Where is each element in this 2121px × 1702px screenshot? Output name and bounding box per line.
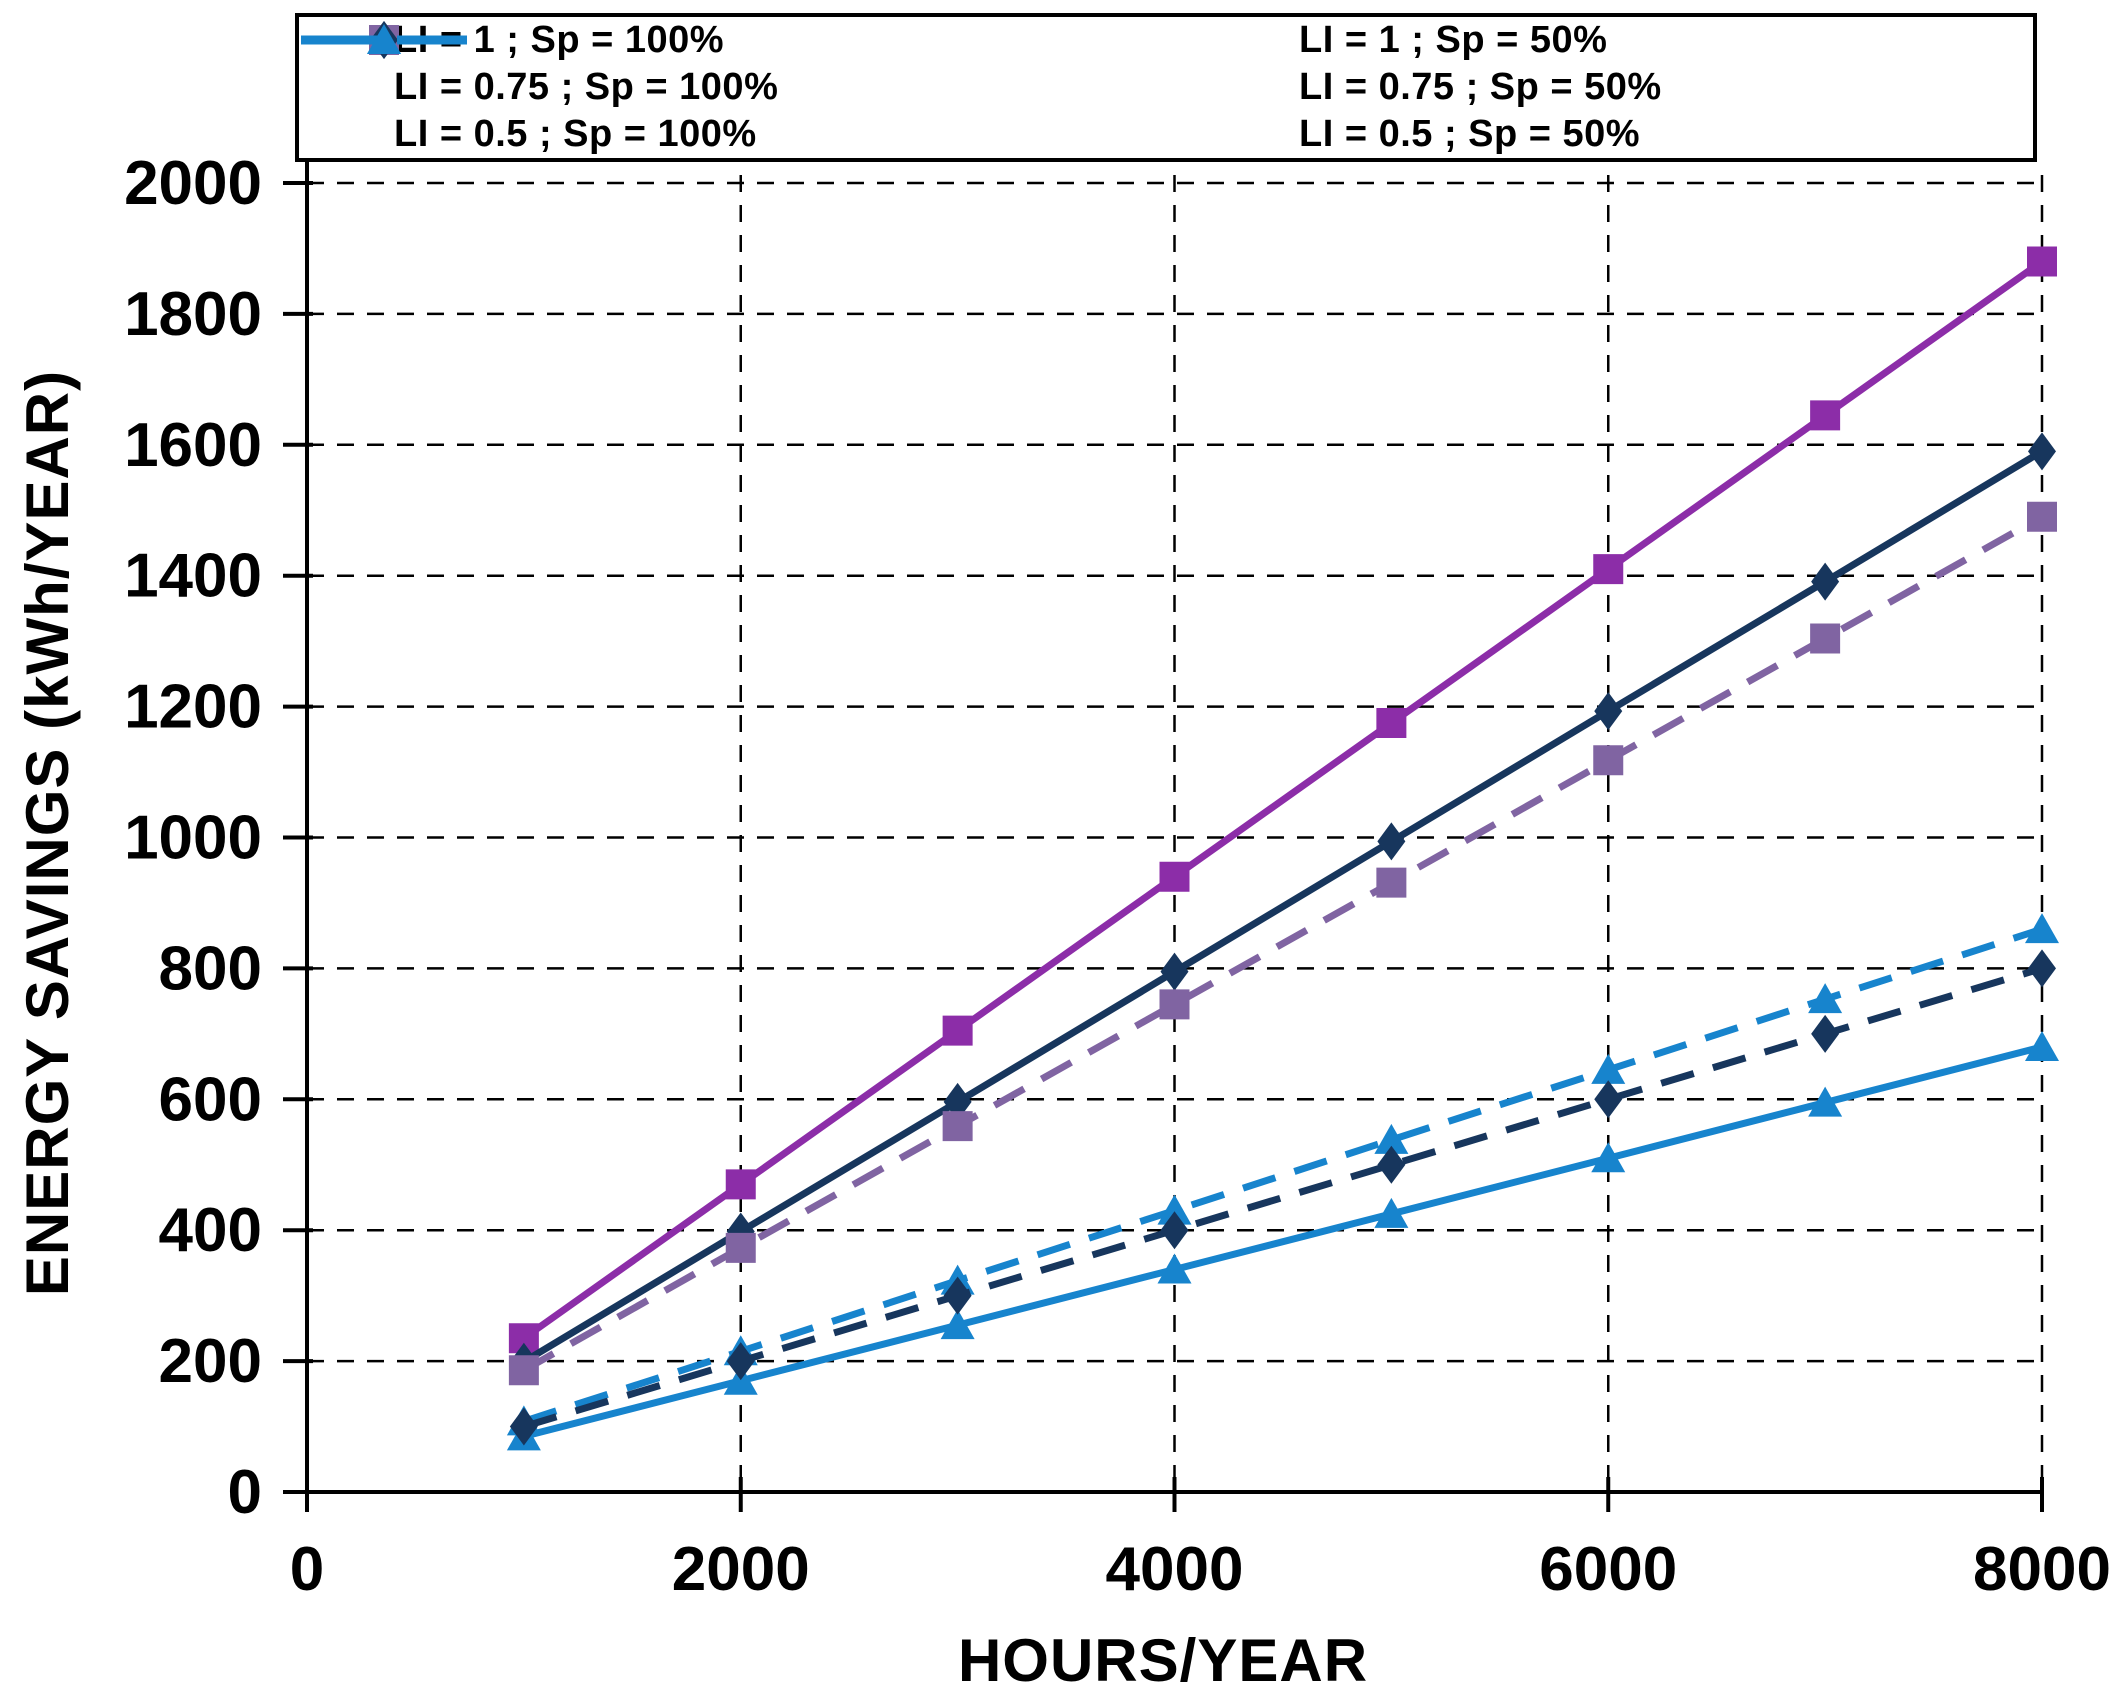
series-marker-diamond	[1811, 562, 1840, 601]
series-marker-triangle	[2025, 1030, 2059, 1061]
y-tick-label: 1000	[124, 804, 262, 873]
series-marker-diamond	[1160, 952, 1189, 991]
series-marker-diamond	[509, 1407, 538, 1446]
y-tick-label: 200	[159, 1327, 262, 1396]
series-marker-square	[942, 1111, 973, 1142]
series-marker-square	[1159, 861, 1190, 892]
series-marker-diamond	[726, 1342, 755, 1381]
legend-label: LI = 0.75 ; Sp = 100%	[394, 66, 779, 108]
series-marker-triangle	[1157, 1253, 1192, 1284]
series-line	[523, 1043, 2043, 1440]
series-line	[522, 513, 2044, 1374]
legend-label: LI = 0.75 ; Sp = 50%	[1299, 66, 1662, 108]
series-marker-square	[1593, 554, 1624, 585]
series-marker-square	[508, 1355, 539, 1386]
series-marker-diamond	[1594, 1080, 1623, 1119]
y-tick-label: 1800	[124, 280, 262, 349]
y-tick-label: 1400	[124, 542, 262, 611]
series-marker-triangle	[1374, 1123, 1409, 1154]
legend-entry: LI = 0.75 ; Sp = 100%	[299, 21, 1299, 109]
series-line	[522, 965, 2044, 1430]
x-tick-label: 0	[290, 1535, 324, 1604]
series-marker-triangle	[2025, 913, 2059, 944]
series-marker-diamond	[1811, 1014, 1840, 1053]
series-marker-square	[1376, 867, 1407, 898]
series-marker-diamond	[943, 1276, 972, 1315]
y-tick-label: 1600	[124, 411, 262, 480]
series-marker-triangle	[1808, 983, 1843, 1014]
series-marker-square	[1376, 707, 1407, 738]
series-marker-triangle	[1157, 1194, 1192, 1225]
legend-entry: LI = 0.5 ; Sp = 50%	[301, 24, 2033, 156]
x-tick-label: 2000	[672, 1535, 810, 1604]
legend-entry: LI = 0.5 ; Sp = 100%	[299, 24, 1299, 156]
x-tick-label: 6000	[1539, 1535, 1677, 1604]
legend-sample-dashed-line	[301, 24, 467, 54]
series-marker-diamond	[1377, 822, 1406, 861]
series-marker-triangle	[1591, 1053, 1626, 1084]
y-tick-label: 400	[159, 1196, 262, 1265]
x-axis-title: HOURS/YEAR	[957, 1627, 1369, 1694]
series-marker-square	[725, 1169, 756, 1200]
legend-label: LI = 1 ; Sp = 50%	[1299, 19, 1608, 61]
series-marker-diamond	[2028, 949, 2056, 988]
series-marker-triangle	[1374, 1197, 1409, 1228]
legend-marker-triangle-icon	[367, 24, 401, 54]
series-line	[521, 258, 2045, 1342]
y-tick-label: 0	[228, 1458, 262, 1527]
series-marker-square	[942, 1015, 973, 1046]
series-marker-triangle	[1591, 1142, 1626, 1173]
series-marker-square	[2027, 501, 2057, 532]
series-marker-triangle	[1808, 1086, 1843, 1117]
legend: LI = 1 ; Sp = 100% LI = 0.75 ; Sp = 100% L…	[295, 13, 2037, 162]
legend-label: LI = 0.5 ; Sp = 100%	[394, 113, 757, 155]
series-line	[522, 448, 2044, 1365]
series-marker-square	[725, 1232, 756, 1263]
series-marker-triangle	[940, 1309, 975, 1340]
series-marker-diamond	[1160, 1211, 1189, 1250]
x-tick-label: 8000	[1973, 1535, 2111, 1604]
y-axis-title: ENERGY SAVINGS (kWh/YEAR)	[14, 369, 81, 1297]
x-tick-label: 4000	[1106, 1535, 1244, 1604]
series-marker-diamond	[1594, 692, 1623, 731]
legend-label: LI = 0.5 ; Sp = 50%	[1299, 113, 1641, 155]
series-line	[522, 925, 2044, 1425]
legend-entry: LI = 1 ; Sp = 50%	[301, 19, 2033, 62]
series-marker-diamond	[2028, 432, 2056, 471]
y-tick-label: 800	[159, 934, 262, 1003]
series-marker-square	[1810, 623, 1841, 654]
y-tick-label: 1200	[124, 673, 262, 742]
series-marker-square	[508, 1323, 539, 1354]
series-marker-square	[2027, 246, 2057, 277]
y-tick-label: 600	[159, 1065, 262, 1134]
series-marker-square	[1810, 400, 1841, 431]
legend-entry: LI = 0.75 ; Sp = 50%	[301, 21, 2033, 109]
series-marker-square	[1159, 989, 1190, 1020]
series-marker-square	[1593, 745, 1624, 776]
series-marker-diamond	[1377, 1145, 1406, 1184]
y-tick-label: 2000	[124, 149, 262, 218]
